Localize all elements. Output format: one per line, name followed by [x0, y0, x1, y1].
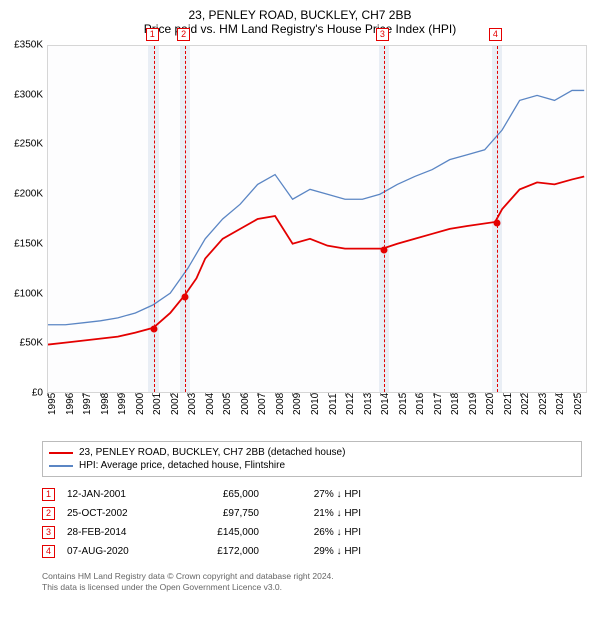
- y-tick-label: £150K: [5, 238, 43, 249]
- series-price_paid: [48, 176, 584, 344]
- sale-price: £65,000: [179, 489, 259, 500]
- sale-price: £172,000: [179, 546, 259, 557]
- sale-pct: 21% ↓ HPI: [271, 508, 361, 519]
- sale-pct: 26% ↓ HPI: [271, 527, 361, 538]
- sale-price: £97,750: [179, 508, 259, 519]
- marker-box: 4: [489, 28, 502, 41]
- price-dot: [182, 293, 189, 300]
- sale-pct: 29% ↓ HPI: [271, 546, 361, 557]
- y-tick-label: £300K: [5, 89, 43, 100]
- chart-area: £0£50K£100K£150K£200K£250K£300K£350K1995…: [5, 40, 595, 435]
- sale-marker-box: 3: [42, 526, 55, 539]
- y-tick-label: £350K: [5, 40, 43, 51]
- sale-date: 28-FEB-2014: [67, 527, 167, 538]
- table-row: 1 12-JAN-2001 £65,000 27% ↓ HPI: [42, 485, 582, 504]
- table-row: 3 28-FEB-2014 £145,000 26% ↓ HPI: [42, 523, 582, 542]
- sales-table: 1 12-JAN-2001 £65,000 27% ↓ HPI 2 25-OCT-2002…: [42, 485, 582, 561]
- marker-line: [185, 46, 186, 392]
- marker-line: [384, 46, 385, 392]
- y-tick-label: £0: [5, 388, 43, 399]
- chart-svg: [48, 46, 586, 392]
- sale-date: 25-OCT-2002: [67, 508, 167, 519]
- table-row: 4 07-AUG-2020 £172,000 29% ↓ HPI: [42, 542, 582, 561]
- price-dot: [150, 326, 157, 333]
- marker-line: [154, 46, 155, 392]
- footnote-line1: Contains HM Land Registry data © Crown c…: [42, 571, 582, 582]
- x-tick-label: 2025: [573, 385, 600, 415]
- sale-pct: 27% ↓ HPI: [271, 489, 361, 500]
- price-dot: [493, 219, 500, 226]
- legend-item: HPI: Average price, detached house, Flin…: [49, 459, 575, 472]
- legend-label: 23, PENLEY ROAD, BUCKLEY, CH7 2BB (detac…: [79, 447, 345, 458]
- sale-marker-box: 1: [42, 488, 55, 501]
- marker-box: 3: [376, 28, 389, 41]
- legend-label: HPI: Average price, detached house, Flin…: [79, 460, 285, 471]
- sale-price: £145,000: [179, 527, 259, 538]
- legend-swatch: [49, 452, 73, 454]
- sale-marker-box: 4: [42, 545, 55, 558]
- sale-date: 07-AUG-2020: [67, 546, 167, 557]
- marker-box: 1: [146, 28, 159, 41]
- y-tick-label: £250K: [5, 139, 43, 150]
- y-tick-label: £200K: [5, 189, 43, 200]
- table-row: 2 25-OCT-2002 £97,750 21% ↓ HPI: [42, 504, 582, 523]
- y-tick-label: £50K: [5, 338, 43, 349]
- sale-marker-box: 2: [42, 507, 55, 520]
- sale-date: 12-JAN-2001: [67, 489, 167, 500]
- footnote-line2: This data is licensed under the Open Gov…: [42, 582, 582, 593]
- legend-swatch: [49, 465, 73, 467]
- marker-box: 2: [177, 28, 190, 41]
- chart-title: 23, PENLEY ROAD, BUCKLEY, CH7 2BB: [0, 8, 600, 22]
- legend: 23, PENLEY ROAD, BUCKLEY, CH7 2BB (detac…: [42, 441, 582, 477]
- y-tick-label: £100K: [5, 288, 43, 299]
- price-dot: [380, 246, 387, 253]
- chart-subtitle: Price paid vs. HM Land Registry's House …: [0, 22, 600, 36]
- legend-item: 23, PENLEY ROAD, BUCKLEY, CH7 2BB (detac…: [49, 446, 575, 459]
- footnote: Contains HM Land Registry data © Crown c…: [42, 571, 582, 593]
- plot: [47, 45, 587, 393]
